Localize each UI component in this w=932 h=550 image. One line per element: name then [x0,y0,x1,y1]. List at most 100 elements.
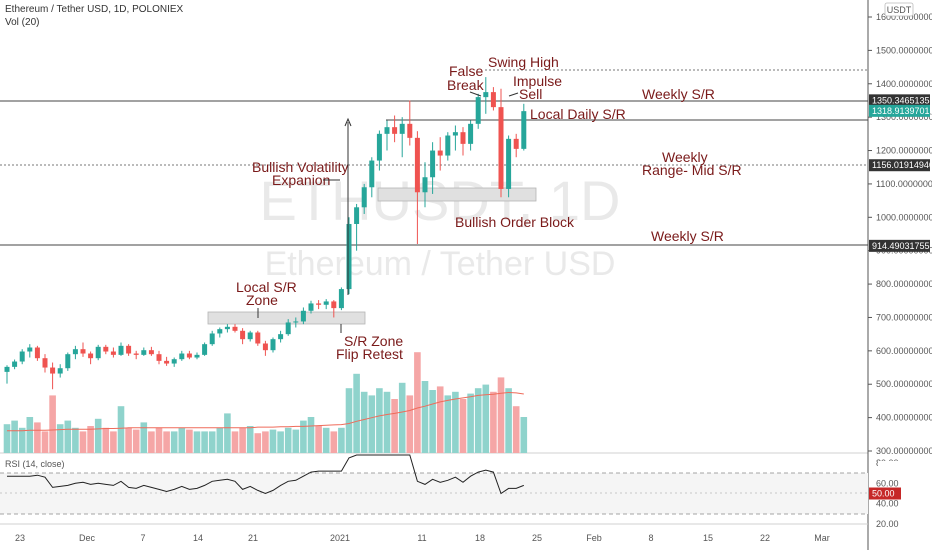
time-tick-label: 21 [248,533,258,543]
candle-body [118,345,124,355]
volume-bar [497,377,505,453]
volume-bar [49,395,56,453]
candle-body [338,289,344,309]
volume-bar [421,381,429,453]
volume-bar [254,433,262,453]
candle [202,342,208,356]
candle [247,330,253,342]
candle-body [224,326,230,330]
candle [308,300,314,314]
volume-bar [414,352,421,453]
time-tick-label: Dec [79,533,96,543]
candle-body [95,346,101,359]
candle [171,357,177,367]
candle [278,330,284,343]
candle [133,350,139,360]
currency-badge[interactable] [884,2,914,17]
price-tick-label: 300.00000000 [876,446,932,456]
price-tag: 1318.91397019 [869,104,932,117]
volume-bar [208,431,216,453]
annotation-flip-retest: Flip Retest [336,346,403,362]
candle [475,93,481,129]
annotation-sell: Sell [519,86,542,102]
volume-bar [26,417,34,453]
candle-body [361,187,367,208]
candle-body [27,347,33,352]
volume-bar [512,406,520,453]
candle [262,340,268,356]
volume-bar [87,426,94,453]
candle-body [171,359,177,364]
expansion-arrowhead [344,117,352,127]
candle [422,162,428,208]
volume-bar [41,431,49,453]
price-tick-label: 1100.00000000 [876,179,932,189]
candle [194,352,200,360]
volume-bar [193,431,201,453]
candle-body [384,127,390,134]
candle [300,307,306,325]
candle [498,88,504,198]
candle [468,120,474,151]
candle [164,356,170,366]
candle-body [392,127,398,134]
candle-body [468,123,474,144]
candle [399,117,405,158]
volume-bar [300,420,307,453]
volume-bar [322,427,330,453]
candle [490,87,496,111]
candle [369,157,375,198]
candle-body [57,368,63,374]
svg-text:1156.01914946: 1156.01914946 [872,160,932,170]
candle-body [164,360,170,364]
price-tag: 1350.34651353 [869,94,932,107]
time-tick-label: 2021 [330,533,350,543]
candle [232,324,238,333]
candle [110,347,116,358]
annotation-swing-high: Swing High [488,54,559,70]
candle [392,115,398,143]
rsi-tick-label: 60.00 [876,478,899,488]
candle-body [42,358,48,368]
candle [430,142,436,194]
volume-bar [345,388,353,453]
candle-body [414,137,420,193]
volume-bar [307,417,315,453]
candle-body [407,123,413,138]
watermark-name: Ethereum / Tether USD [265,245,616,283]
candle-body [179,353,185,360]
annotation-weekly: Weekly [662,149,708,165]
price-tick-label: 1300.00000000 [876,112,932,122]
candle [384,120,390,151]
volume-indicator-label: Vol (20) [5,17,40,28]
volume-bar [117,406,125,453]
candle [414,131,420,245]
candle-body [19,351,25,362]
volume-bar [330,431,338,453]
candle-body [278,334,284,340]
candle-body [475,97,481,124]
price-tick-label: 1600.00000000 [876,12,932,22]
candle-body [316,303,322,305]
volume-bar [125,427,132,453]
price-tick-label: 1400.00000000 [876,79,932,89]
candle-body [126,345,132,354]
candle-body [50,367,56,374]
candle [270,337,276,353]
candle [50,362,56,390]
candle [483,77,489,114]
volume-bar [391,399,398,453]
candle [285,319,291,336]
price-tick-label: 1500.00000000 [876,45,932,55]
candle-body [399,123,405,134]
local-sr-zone [207,311,366,325]
candle [255,330,261,346]
candle [95,344,101,361]
candle [148,346,154,356]
volume-bar [436,386,444,453]
candle-body [422,177,428,193]
candle [346,217,352,295]
candle-body [270,339,276,351]
price-axis: 1600.00000000 1500.00000000 1400.00000000 1… [868,12,932,456]
